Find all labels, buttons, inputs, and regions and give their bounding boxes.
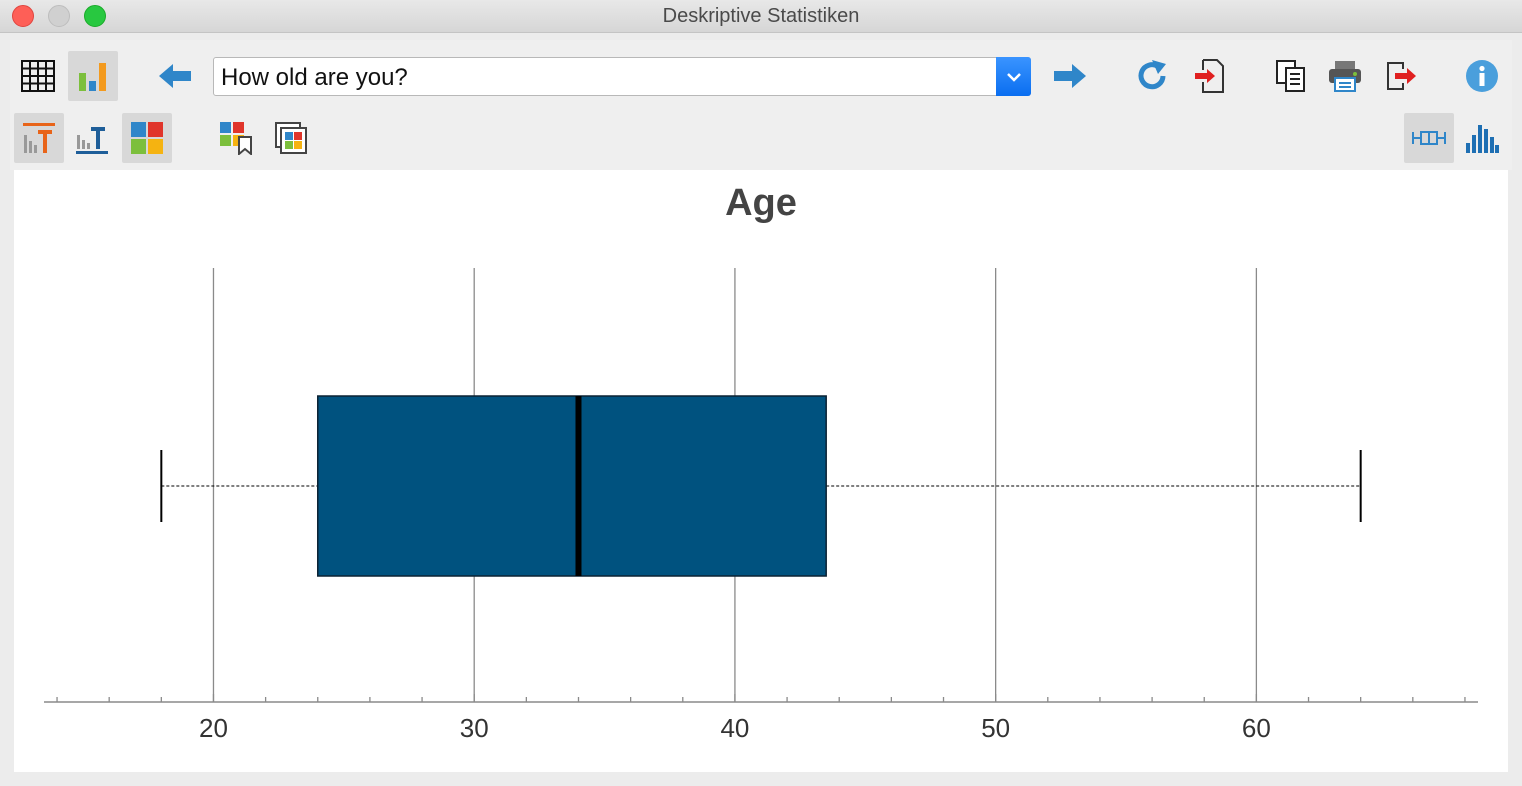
previous-question-button[interactable]: [150, 51, 200, 101]
maximize-window-button[interactable]: [84, 5, 106, 27]
printer-icon: [1329, 61, 1361, 92]
import-button[interactable]: [1184, 51, 1234, 101]
minimize-window-button[interactable]: [48, 5, 70, 27]
close-window-button[interactable]: [12, 5, 34, 27]
frame-icon: [275, 122, 307, 154]
color-bookmark-button[interactable]: [211, 113, 261, 163]
next-question-button[interactable]: [1045, 51, 1095, 101]
copy-icon: [1276, 60, 1305, 92]
x-tick-label: 20: [199, 713, 228, 743]
title-bottom-button[interactable]: [67, 113, 117, 163]
color-bookmark-icon: [220, 122, 252, 155]
boxplot-icon: [1412, 131, 1446, 145]
x-tick-label: 60: [1242, 713, 1271, 743]
export-button[interactable]: [1377, 51, 1427, 101]
boxplot-chart: 20 30 40 50 60: [44, 268, 1478, 743]
import-icon: [1195, 59, 1224, 93]
bar-chart-icon: [79, 63, 106, 91]
interquartile-box: [317, 395, 827, 577]
chart-title-bottom-icon: [76, 127, 108, 154]
title-bar: Deskriptive Statistiken: [0, 0, 1522, 33]
chart-panel: Age 20 30 40 50 60: [14, 170, 1508, 772]
refresh-icon: [1138, 60, 1166, 90]
histogram-icon: [1466, 125, 1499, 153]
color-scheme-icon: [131, 122, 163, 154]
chart-title: Age: [725, 182, 797, 224]
print-button[interactable]: [1320, 51, 1370, 101]
table-grid-icon: [21, 60, 55, 92]
table-view-button[interactable]: [13, 51, 63, 101]
x-tick-label: 30: [460, 713, 489, 743]
arrow-right-icon: [1054, 64, 1086, 88]
frame-button[interactable]: [266, 113, 316, 163]
boxplot-button[interactable]: [1404, 113, 1454, 163]
question-select[interactable]: How old are you?: [213, 57, 1031, 96]
arrow-left-icon: [159, 64, 191, 88]
x-tick-label: 50: [981, 713, 1010, 743]
color-scheme-button[interactable]: [122, 113, 172, 163]
refresh-button[interactable]: [1127, 51, 1177, 101]
title-top-button[interactable]: [14, 113, 64, 163]
chevron-down-icon: [1006, 72, 1021, 82]
question-dropdown-button[interactable]: [996, 57, 1031, 96]
info-button[interactable]: [1457, 51, 1507, 101]
copy-button[interactable]: [1266, 51, 1316, 101]
export-icon: [1387, 62, 1416, 90]
question-select-value: How old are you?: [221, 64, 408, 91]
histogram-button[interactable]: [1457, 113, 1507, 163]
chart-view-button[interactable]: [68, 51, 118, 101]
x-tick-label: 40: [720, 713, 749, 743]
info-icon: [1466, 60, 1498, 92]
chart-title-top-icon: [23, 123, 55, 153]
window-title: Deskriptive Statistiken: [662, 5, 860, 27]
